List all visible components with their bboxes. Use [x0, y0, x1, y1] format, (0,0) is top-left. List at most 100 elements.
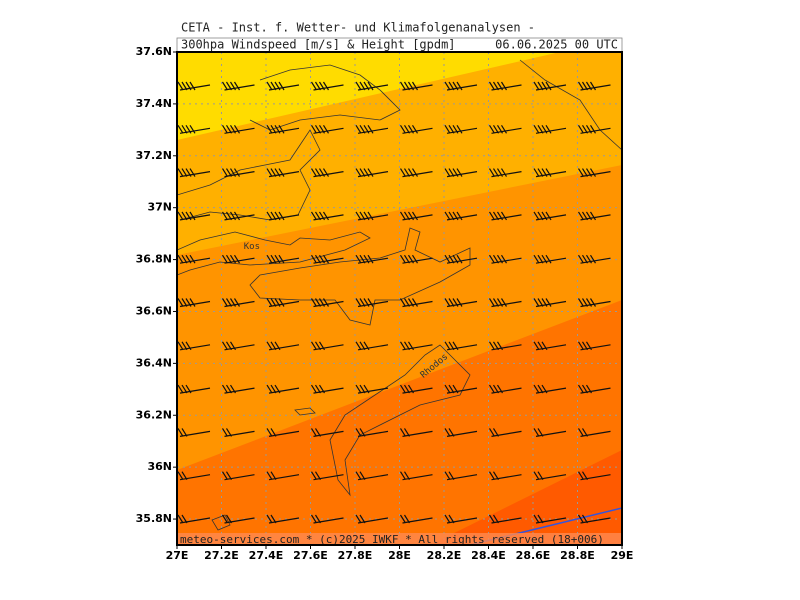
- wind-barb: [266, 211, 300, 221]
- wind-barb: [355, 254, 389, 264]
- wind-barb: [221, 514, 255, 524]
- wind-barb: [533, 428, 567, 437]
- wind-barb: [177, 514, 211, 524]
- wind-barb: [399, 168, 433, 178]
- wind-barb: [488, 254, 522, 264]
- wind-barb: [488, 341, 522, 351]
- wind-barb: [488, 168, 522, 178]
- wind-barb: [177, 384, 211, 394]
- wind-barb: [310, 514, 344, 524]
- wind-barb: [221, 471, 255, 481]
- lon-tick-label: 28E: [388, 549, 411, 562]
- wind-barb: [221, 384, 255, 394]
- lon-tick-label: 27.6E: [293, 549, 328, 562]
- lon-tick-label: 27E: [166, 549, 189, 562]
- wind-barb: [310, 428, 344, 437]
- wind-barb: [221, 124, 255, 134]
- band: [177, 52, 560, 140]
- lat-tick-label: 36.6N: [136, 304, 172, 317]
- lon-tick-label: 29E: [611, 549, 634, 562]
- coastline: [249, 64, 401, 131]
- wind-barb: [355, 471, 389, 481]
- wind-barb: [488, 428, 522, 437]
- valid-time: 06.06.2025 00 UTC: [495, 38, 618, 52]
- wind-barb: [177, 254, 211, 264]
- wind-barb: [399, 514, 433, 524]
- coastline: [177, 231, 371, 276]
- wind-barb: [623, 385, 655, 393]
- lon-tick-label: 27.2E: [204, 549, 239, 562]
- lat-tick-label: 35.8N: [136, 512, 172, 525]
- wind-barb: [533, 341, 567, 351]
- wind-barb: [177, 168, 211, 178]
- wind-barb: [355, 514, 389, 524]
- wind-barb: [577, 298, 611, 308]
- wind-barb: [577, 81, 611, 91]
- wind-barb: [444, 124, 478, 134]
- wind-barb: [310, 384, 344, 394]
- wind-barb: [488, 384, 522, 394]
- wind-barb: [399, 211, 433, 221]
- wind-barb: [577, 471, 611, 481]
- wind-barb: [444, 471, 478, 481]
- wind-barb: [577, 124, 611, 134]
- wind-barb: [355, 341, 389, 351]
- wind-barb: [623, 299, 655, 307]
- wind-barb: [399, 124, 433, 134]
- wind-barb: [355, 384, 389, 394]
- wind-barb: [623, 169, 655, 177]
- wind-barb: [623, 428, 655, 436]
- wind-barb: [444, 428, 478, 437]
- islet: [294, 407, 316, 416]
- wind-barb: [623, 342, 655, 350]
- footer-strip: [177, 533, 622, 545]
- wind-barb: [221, 168, 255, 178]
- wind-barb: [266, 428, 300, 437]
- header-title: CETA - Inst. f. Wetter- und Klimafolgena…: [181, 21, 535, 35]
- islet: [211, 514, 231, 531]
- wind-barb: [355, 81, 389, 91]
- wind-barb: [221, 298, 255, 308]
- wind-barb: [221, 341, 255, 351]
- wind-barb: [623, 82, 655, 90]
- wind-barb: [577, 341, 611, 351]
- wind-barb: [444, 384, 478, 394]
- wind-barb: [533, 514, 567, 524]
- lat-tick-label: 36N: [147, 460, 172, 473]
- wind-barb: [177, 81, 211, 91]
- wind-barb: [399, 254, 433, 264]
- lon-tick-label: 27.4E: [249, 549, 284, 562]
- wind-barb: [177, 471, 211, 481]
- wind-barb: [533, 124, 567, 134]
- wind-barb: [577, 384, 611, 394]
- wind-barb: [399, 298, 433, 308]
- place-label: Kos: [244, 242, 260, 252]
- wind-barb: [444, 254, 478, 264]
- map-area: meteo-services.com * (c)2025 IWKF * All …: [177, 52, 655, 545]
- wind-barb: [355, 211, 389, 221]
- lon-tick-label: 27.8E: [338, 549, 373, 562]
- wind-barb: [177, 298, 211, 308]
- wind-barb: [310, 298, 344, 308]
- lat-tick-label: 37.4N: [136, 97, 172, 110]
- wind-barb: [623, 212, 655, 220]
- wind-barb: [444, 341, 478, 351]
- wind-barb: [533, 81, 567, 91]
- wind-barb: [488, 298, 522, 308]
- wind-barb: [310, 254, 344, 264]
- lon-tick-label: 28.4E: [471, 549, 506, 562]
- wind-barb: [488, 81, 522, 91]
- wind-barb: [623, 255, 655, 263]
- wind-barb: [623, 472, 655, 480]
- coastline: [177, 129, 321, 221]
- wind-barb: [266, 471, 300, 481]
- wind-barb: [577, 514, 611, 524]
- product-label: 300hpa_Windspeed_[m/s]_&_Height_[gpdm]: [181, 38, 456, 52]
- wind-barb: [623, 125, 655, 133]
- wind-barb: [533, 168, 567, 178]
- wind-barb: [444, 514, 478, 524]
- lon-tick-label: 28.6E: [516, 549, 551, 562]
- lat-tick-label: 37N: [147, 201, 172, 214]
- wind-barb: [355, 124, 389, 134]
